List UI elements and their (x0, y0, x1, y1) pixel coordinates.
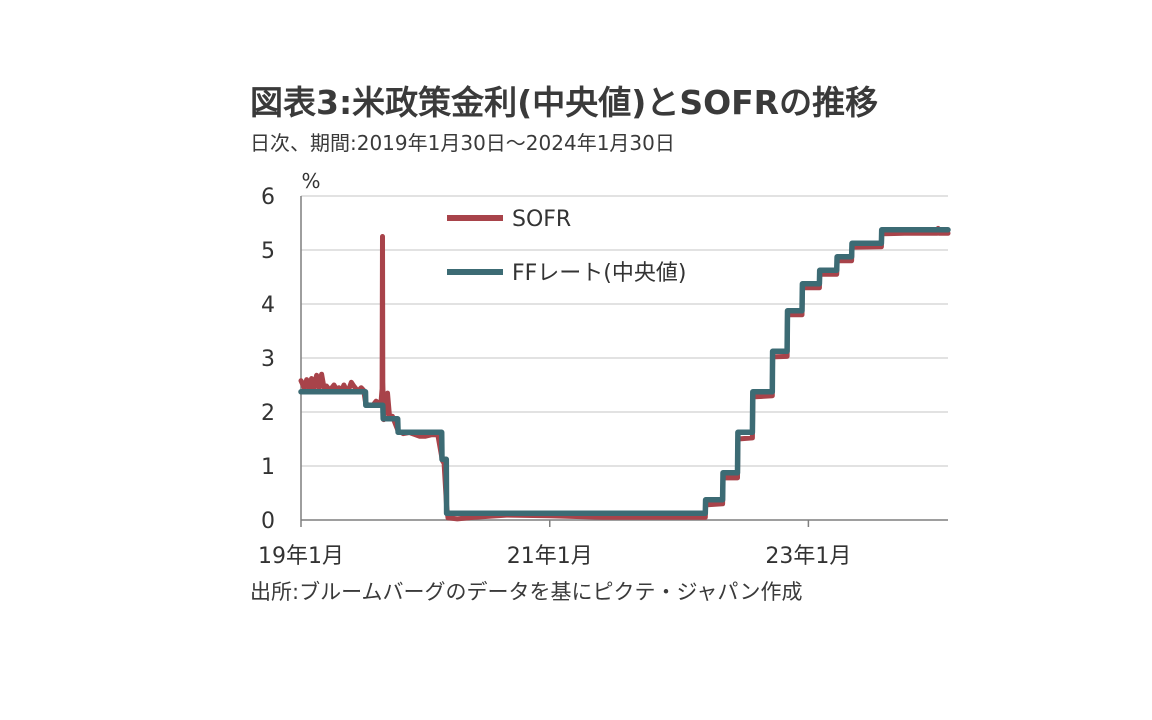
series-lines (298, 225, 951, 522)
gridlines (301, 195, 948, 467)
y-tick-label: 0 (261, 509, 275, 534)
axes: 0 1 2 3 4 5 6% 19年1月 21年1月 23年1月 (258, 169, 948, 569)
x-tick-label: 23年1月 (765, 544, 851, 569)
y-unit-label: % (301, 169, 320, 193)
y-tick-label: 1 (261, 455, 275, 480)
x-tick-label: 19年1月 (258, 544, 344, 569)
x-tick-label: 21年1月 (507, 544, 593, 569)
y-tick-label: 4 (261, 293, 275, 318)
y-tick-label: 2 (261, 401, 275, 426)
y-tick-label: 5 (261, 239, 275, 264)
legend: SOFR FFレート(中央値) (447, 207, 686, 286)
series-line-ff-rate (298, 227, 951, 517)
y-tick-label: 3 (261, 347, 275, 372)
chart-title: 図表3:米政策金利(中央値)とSOFRの推移 (250, 83, 879, 122)
source-note: 出所:ブルームバーグのデータを基にピクテ・ジャパン作成 (250, 580, 803, 604)
y-tick-label: 6 (261, 185, 275, 210)
legend-label-ff-rate: FFレート(中央値) (512, 261, 686, 286)
chart-subtitle: 日次、期間:2019年1月30日〜2024年1月30日 (250, 131, 675, 155)
legend-label-sofr: SOFR (512, 207, 571, 232)
